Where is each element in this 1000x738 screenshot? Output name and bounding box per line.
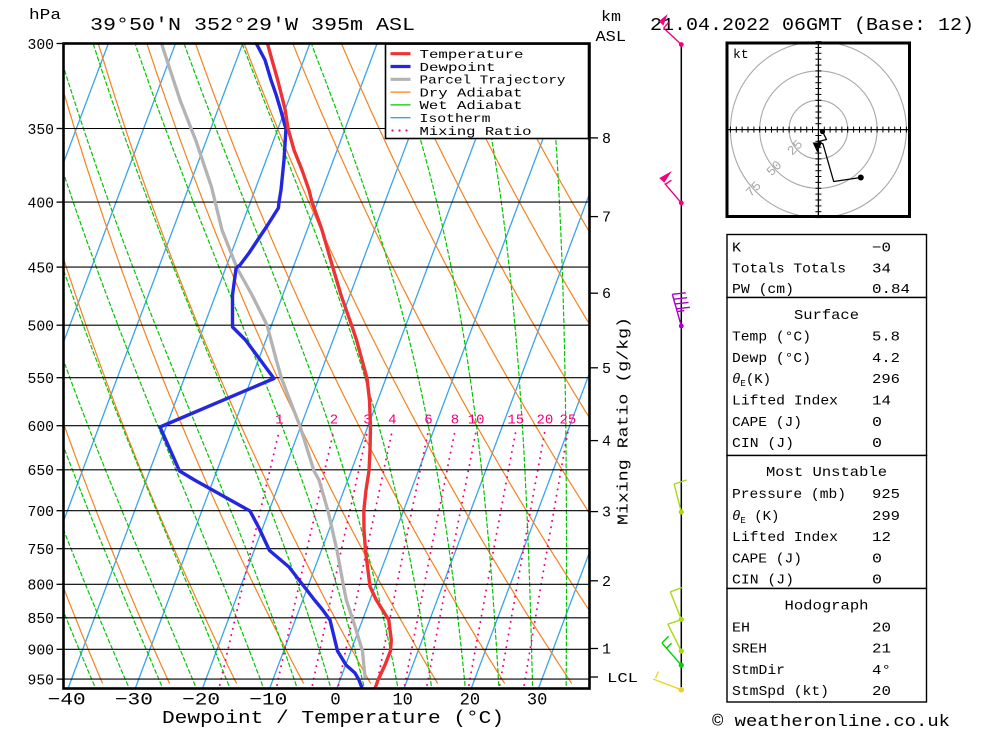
svg-text:21: 21: [872, 642, 891, 658]
svg-text:30: 30: [527, 691, 548, 711]
svg-text:20: 20: [536, 413, 553, 429]
svg-text:700: 700: [28, 504, 55, 521]
svg-text:Dewpoint / Temperature (°C): Dewpoint / Temperature (°C): [162, 708, 504, 729]
svg-text:Lifted Index: Lifted Index: [732, 530, 838, 546]
svg-text:0: 0: [872, 551, 882, 567]
svg-text:−20: −20: [182, 691, 220, 711]
svg-text:8: 8: [451, 413, 459, 429]
svg-text:kt: kt: [733, 47, 749, 62]
svg-text:400: 400: [28, 195, 55, 212]
svg-text:Totals Totals: Totals Totals: [732, 262, 846, 278]
svg-text:296: 296: [872, 372, 900, 388]
svg-text:Dewp (°C): Dewp (°C): [732, 351, 811, 367]
svg-text:Lifted Index: Lifted Index: [732, 394, 838, 410]
svg-text:CIN (J): CIN (J): [732, 573, 794, 589]
svg-text:900: 900: [28, 643, 55, 660]
svg-text:10: 10: [468, 413, 485, 429]
svg-text:14: 14: [872, 394, 891, 410]
svg-text:0.84: 0.84: [872, 282, 910, 298]
svg-text:300: 300: [28, 37, 55, 54]
svg-text:450: 450: [28, 260, 55, 277]
svg-text:650: 650: [28, 463, 55, 480]
svg-text:−10: −10: [249, 691, 287, 711]
svg-text:1: 1: [602, 642, 611, 659]
svg-text:Mixing Ratio (g/kg): Mixing Ratio (g/kg): [616, 317, 633, 525]
svg-text:4: 4: [388, 413, 396, 429]
svg-text:EH: EH: [732, 620, 750, 636]
svg-text:2: 2: [330, 413, 338, 429]
svg-text:Dry Adiabat: Dry Adiabat: [420, 86, 523, 100]
svg-text:StmDir: StmDir: [732, 663, 785, 679]
svg-text:4.2: 4.2: [872, 351, 900, 367]
svg-text:925: 925: [872, 487, 900, 503]
svg-text:5: 5: [602, 361, 611, 378]
svg-text:34: 34: [872, 262, 891, 278]
svg-text:850: 850: [28, 611, 55, 628]
svg-text:Temp (°C): Temp (°C): [732, 330, 811, 346]
svg-text:Isotherm: Isotherm: [420, 112, 491, 126]
svg-text:CAPE (J): CAPE (J): [732, 551, 802, 567]
svg-text:SREH: SREH: [732, 642, 767, 658]
svg-text:25: 25: [559, 413, 576, 429]
svg-text:4: 4: [602, 434, 611, 451]
svg-text:5.8: 5.8: [872, 330, 900, 346]
svg-text:0: 0: [330, 691, 341, 711]
svg-text:−40: −40: [48, 691, 86, 711]
svg-text:7: 7: [602, 210, 611, 227]
svg-text:12: 12: [872, 530, 891, 546]
svg-text:−0: −0: [872, 240, 891, 256]
svg-text:Most Unstable: Most Unstable: [766, 465, 887, 481]
svg-text:350: 350: [28, 122, 55, 139]
svg-text:21.04.2022 06GMT (Base: 12): 21.04.2022 06GMT (Base: 12): [650, 16, 974, 36]
svg-text:3: 3: [363, 413, 371, 429]
svg-text:750: 750: [28, 542, 55, 559]
svg-text:ASL: ASL: [596, 29, 627, 46]
svg-text:CAPE (J): CAPE (J): [732, 415, 802, 431]
svg-text:2: 2: [602, 574, 611, 591]
svg-text:20: 20: [460, 691, 481, 711]
svg-text:20: 20: [872, 684, 891, 700]
svg-text:6: 6: [602, 286, 611, 303]
svg-text:0: 0: [872, 415, 882, 431]
svg-text:K: K: [732, 240, 742, 256]
svg-text:950: 950: [28, 672, 55, 689]
svg-text:StmSpd (kt): StmSpd (kt): [732, 684, 829, 700]
svg-text:LCL: LCL: [607, 671, 638, 687]
svg-text:550: 550: [28, 371, 55, 388]
svg-text:3: 3: [602, 505, 611, 522]
svg-text:0: 0: [872, 573, 882, 589]
svg-text:PW (cm): PW (cm): [732, 282, 794, 298]
svg-text:800: 800: [28, 578, 55, 595]
svg-text:© weatheronline.co.uk: © weatheronline.co.uk: [712, 712, 950, 731]
svg-text:hPa: hPa: [29, 7, 61, 24]
svg-text:0: 0: [872, 436, 882, 452]
svg-text:10: 10: [392, 691, 413, 711]
svg-text:Wet Adiabat: Wet Adiabat: [420, 99, 523, 113]
svg-text:6: 6: [424, 413, 432, 429]
svg-text:Mixing Ratio: Mixing Ratio: [420, 125, 532, 139]
svg-text:20: 20: [872, 620, 891, 636]
svg-text:600: 600: [28, 419, 55, 436]
svg-text:Surface: Surface: [794, 308, 859, 324]
svg-text:1: 1: [275, 413, 283, 429]
svg-text:θE(K): θE(K): [732, 372, 771, 389]
svg-text:8: 8: [602, 131, 611, 148]
svg-text:15: 15: [507, 413, 524, 429]
svg-text:39°50'N 352°29'W 395m ASL: 39°50'N 352°29'W 395m ASL: [90, 16, 415, 36]
svg-text:Parcel Trajectory: Parcel Trajectory: [420, 74, 566, 88]
svg-text:4°: 4°: [872, 663, 891, 679]
svg-text:Temperature: Temperature: [420, 48, 524, 62]
svg-text:Dewpoint: Dewpoint: [420, 61, 496, 75]
svg-text:500: 500: [28, 319, 55, 336]
svg-text:CIN (J): CIN (J): [732, 436, 794, 452]
svg-text:−30: −30: [115, 691, 153, 711]
svg-text:Hodograph: Hodograph: [785, 598, 869, 614]
svg-text:Pressure (mb): Pressure (mb): [732, 487, 846, 503]
svg-text:km: km: [601, 9, 621, 26]
svg-text:θE (K): θE (K): [732, 509, 779, 526]
svg-text:299: 299: [872, 509, 900, 525]
